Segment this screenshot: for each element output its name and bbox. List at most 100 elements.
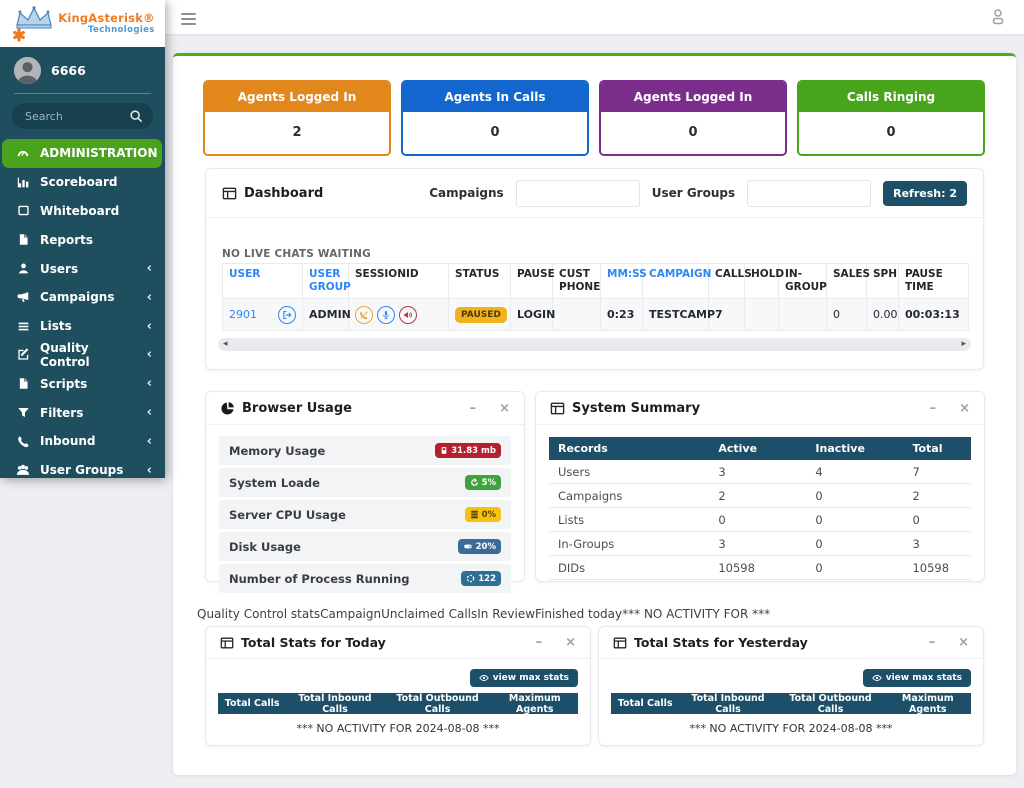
sidebar-item-label: Inbound: [40, 434, 96, 449]
record-name: Campaigns: [549, 483, 710, 508]
topbar: [165, 0, 1024, 34]
summary-row-lists: Lists 0 0 0: [549, 507, 971, 532]
phone-slash-icon[interactable]: [355, 305, 373, 324]
horizontal-scrollbar[interactable]: ◂ ▸: [218, 338, 971, 351]
col-pause-time: PAUSE TIME: [898, 262, 969, 300]
server-icon: [470, 510, 478, 519]
minimize-icon[interactable]: –: [469, 400, 477, 416]
summary-row-ingroups: In-Groups 3 0 3: [549, 531, 971, 556]
brand-subtitle: Technologies: [87, 24, 155, 35]
filter-icon: [16, 406, 30, 419]
stat-card-value: 2: [205, 112, 389, 154]
summary-header-row: Records Active Inactive Total: [549, 437, 971, 460]
sidebar-item-label: Lists: [40, 319, 72, 334]
record-name: Lists: [549, 507, 710, 532]
view-max-stats-button[interactable]: view max stats: [469, 669, 578, 687]
sidebar-item-administration[interactable]: ADMINISTRATION: [2, 139, 162, 168]
crown-asterisk-logo-icon: [13, 5, 53, 42]
search-input[interactable]: [12, 103, 153, 129]
list-icon: [16, 320, 30, 333]
search-icon[interactable]: [129, 109, 143, 123]
sidebar-item-reports[interactable]: Reports: [0, 225, 165, 254]
sidebar-item-user-groups[interactable]: User Groups ‹: [0, 456, 165, 485]
stat-card-agents-logged-in-2[interactable]: Agents Logged In 0: [599, 80, 787, 156]
scroll-right-icon[interactable]: ▸: [961, 339, 966, 349]
chevron-left-icon: ‹: [146, 405, 152, 421]
total-stats-today-header: Total Stats for Today – ×: [206, 627, 590, 659]
col-user[interactable]: USER: [222, 262, 303, 300]
usage-row-load: System Loade 5%: [219, 468, 511, 497]
col-in-group: IN-GROUP: [778, 262, 827, 300]
sidebar-item-label: User Groups: [40, 463, 124, 478]
col-calls: CALLS: [708, 262, 752, 300]
browser-usage-panel: Browser Usage – × Memory Usage 31.83 mb …: [205, 391, 525, 593]
window-icon: [220, 637, 234, 648]
sidebar-item-campaigns[interactable]: Campaigns ‹: [0, 283, 165, 312]
stat-card-calls-ringing[interactable]: Calls Ringing 0: [797, 80, 985, 156]
refresh-button[interactable]: Refresh: 2: [883, 180, 967, 206]
sidebar-item-quality-control[interactable]: Quality Control ‹: [0, 341, 165, 370]
col-mmss[interactable]: MM:SS: [600, 262, 647, 300]
sidebar-item-lists[interactable]: Lists ‹: [0, 312, 165, 341]
stat-card-agents-logged-in[interactable]: Agents Logged In 2: [203, 80, 391, 156]
agent-user-link[interactable]: 2901: [229, 308, 257, 322]
agent-pause: LOGIN: [510, 298, 555, 332]
total-stats-yesterday-title: Total Stats for Yesterday: [634, 635, 808, 650]
sidebar-item-scoreboard[interactable]: Scoreboard: [0, 168, 165, 197]
paused-status-badge: PAUSED: [455, 306, 507, 323]
campaigns-input[interactable]: [515, 179, 640, 207]
minimize-icon[interactable]: –: [928, 635, 936, 650]
whiteboard-icon: [16, 204, 30, 217]
active-count: 0: [709, 507, 807, 532]
eye-icon: [478, 675, 489, 681]
logout-arrow-icon[interactable]: [278, 305, 296, 324]
sidebar-item-filters[interactable]: Filters ‹: [0, 398, 165, 427]
chevron-left-icon: ‹: [146, 289, 152, 305]
inactive-count: 4: [806, 460, 904, 484]
user-groups-input[interactable]: [747, 179, 872, 207]
user-icon: [16, 262, 30, 275]
brand-logo[interactable]: KingAsterisk® Technologies: [0, 0, 165, 47]
sidebar-item-users[interactable]: Users ‹: [0, 254, 165, 283]
col-campaign[interactable]: CAMPAIGN: [642, 262, 711, 300]
close-icon[interactable]: ×: [499, 400, 510, 416]
speaker-icon[interactable]: [399, 305, 417, 324]
sidebar-item-whiteboard[interactable]: Whiteboard: [0, 197, 165, 226]
microphone-icon[interactable]: [377, 305, 395, 324]
usage-label: Server CPU Usage: [229, 507, 346, 522]
summary-row-dids: DIDs 10598 0 10598: [549, 555, 971, 580]
close-icon[interactable]: ×: [958, 635, 969, 650]
system-summary-panel: System Summary – × Records Active Inacti…: [535, 391, 985, 582]
minimize-icon[interactable]: –: [929, 400, 937, 416]
megaphone-icon: [16, 290, 30, 304]
quality-control-stats-text: Quality Control statsCampaignUnclaimed C…: [197, 607, 771, 621]
close-icon[interactable]: ×: [565, 635, 576, 650]
record-name: DIDs: [549, 555, 710, 580]
close-icon[interactable]: ×: [959, 400, 970, 416]
sidebar-item-inbound[interactable]: Inbound ‹: [0, 427, 165, 456]
table-header-row: USER USER GROUP SESSIONID STATUS PAUSE C…: [222, 262, 969, 300]
stat-card-label: Agents Logged In: [205, 82, 389, 112]
bar-chart-icon: [16, 176, 30, 189]
view-max-stats-button[interactable]: view max stats: [862, 669, 971, 687]
scroll-left-icon[interactable]: ◂: [223, 339, 228, 349]
stat-card-label: Calls Ringing: [799, 82, 983, 112]
minimize-icon[interactable]: –: [535, 635, 543, 650]
account-person-icon[interactable]: [990, 8, 1006, 26]
sidebar-item-scripts[interactable]: Scripts ‹: [0, 369, 165, 398]
username: 6666: [51, 63, 86, 78]
sidebar-item-label: Filters: [40, 405, 84, 420]
menu-toggle-icon[interactable]: [181, 10, 196, 28]
col-total-inbound: Total Inbound Calls: [298, 692, 372, 715]
col-user-group[interactable]: USER GROUP: [302, 262, 351, 300]
browser-usage-title: Browser Usage: [242, 400, 352, 416]
col-max-agents: Maximum Agents: [901, 692, 954, 715]
agent-calls: 7: [708, 298, 745, 332]
total-stats-yesterday-header: Total Stats for Yesterday – ×: [599, 627, 983, 659]
refresh-icon: [470, 478, 478, 486]
total-count: 2: [903, 483, 971, 508]
sidebar-user[interactable]: 6666: [0, 47, 165, 93]
record-name: Users: [549, 460, 710, 484]
agent-pause-time: 00:03:13: [898, 298, 969, 332]
stat-card-agents-in-calls[interactable]: Agents In Calls 0: [401, 80, 589, 156]
